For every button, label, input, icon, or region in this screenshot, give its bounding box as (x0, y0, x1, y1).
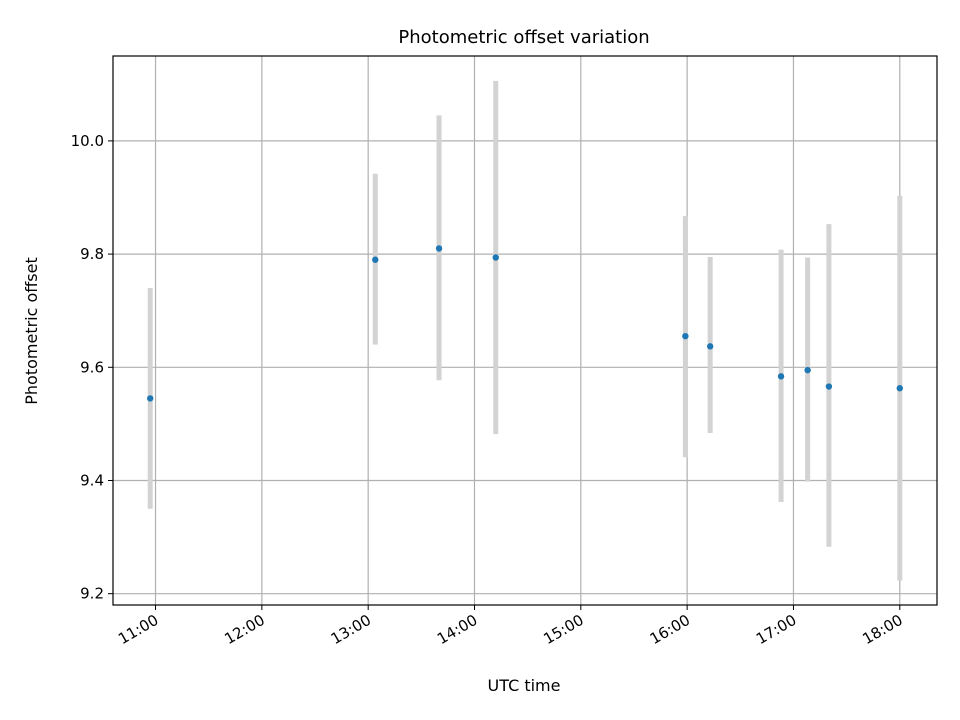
data-point (804, 366, 811, 374)
data-point (372, 256, 379, 263)
x-axis-title: UTC time (488, 676, 561, 695)
data-point (825, 383, 833, 390)
data-point (492, 254, 499, 261)
data-point (706, 343, 714, 350)
data-points (147, 245, 903, 402)
data-point (777, 373, 785, 380)
data-point (896, 385, 903, 392)
plot-frame (112, 55, 938, 606)
data-point (435, 245, 443, 252)
y-tick-label: 9.6 (80, 358, 104, 376)
chart-title: Photometric offset variation (398, 27, 649, 48)
y-axis-ticks: 9.2 9.4 9.6 9.8 10.0 (71, 132, 113, 603)
data-point (682, 332, 689, 340)
data-point (147, 395, 154, 402)
y-tick-label: 10.0 (71, 132, 104, 150)
y-tick-label: 9.4 (80, 471, 104, 489)
y-tick-label: 9.8 (80, 245, 104, 263)
y-axis-title: Photometric offset (22, 257, 41, 405)
y-tick-label: 9.2 (80, 585, 104, 603)
